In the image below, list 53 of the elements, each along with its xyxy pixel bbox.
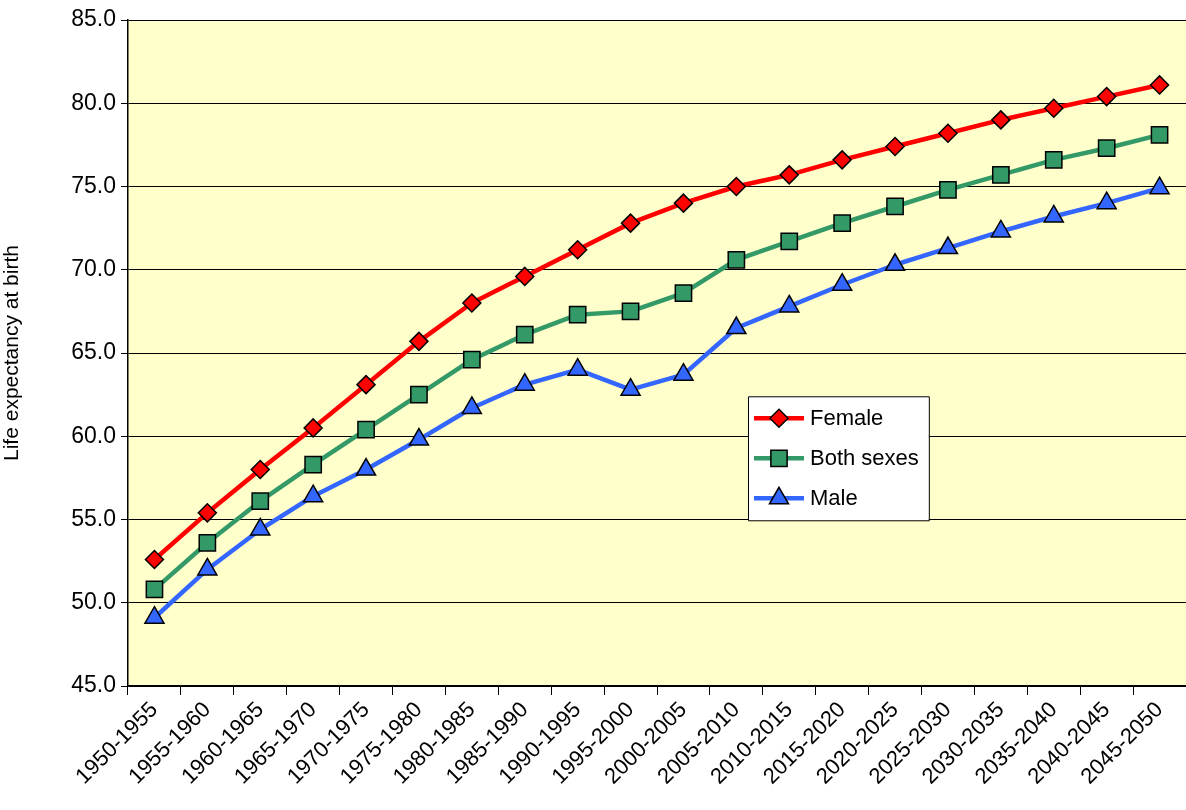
point [567,240,588,260]
point [144,549,165,570]
point [410,385,428,404]
point [726,176,747,197]
point [621,302,640,321]
point [357,420,375,439]
legend-label: Female [809,405,884,431]
legend-label: Both sexes [809,445,919,471]
y-tick-label: 45.0 [71,671,116,698]
point [780,232,799,251]
point [197,503,218,523]
point [1044,150,1063,169]
y-tick-label: 80.0 [71,88,116,115]
point [515,266,535,287]
y-tick-label: 50.0 [71,588,116,615]
point [991,110,1011,130]
y-axis-title: Life expectancy at birth [0,245,23,461]
point [462,350,481,369]
point [620,213,641,233]
point [674,284,693,302]
point [939,180,957,199]
point [304,455,323,474]
point [250,459,270,480]
legend-label: Male [809,485,858,511]
point [1097,139,1116,158]
y-tick-label: 75.0 [71,171,116,198]
point [1149,75,1170,95]
point [885,136,905,157]
y-tick-label: 70.0 [71,255,116,282]
point [886,197,904,216]
y-tick-label: 85.0 [71,5,116,32]
point [356,374,376,395]
point [1150,126,1169,144]
point [409,331,429,352]
point [832,150,852,170]
point [727,250,746,269]
point [1044,98,1064,118]
point [673,193,694,213]
point [833,214,852,233]
point [251,492,270,511]
point [568,305,587,324]
point [198,533,217,552]
point [1096,86,1117,107]
y-tick-label: 60.0 [71,421,116,448]
point [938,123,958,143]
point [462,293,482,313]
point [991,165,1010,184]
point [515,325,534,344]
y-tick-label: 55.0 [71,504,116,531]
point [779,165,799,185]
y-tick-label: 65.0 [71,338,116,365]
point [145,580,164,599]
point [303,418,323,438]
